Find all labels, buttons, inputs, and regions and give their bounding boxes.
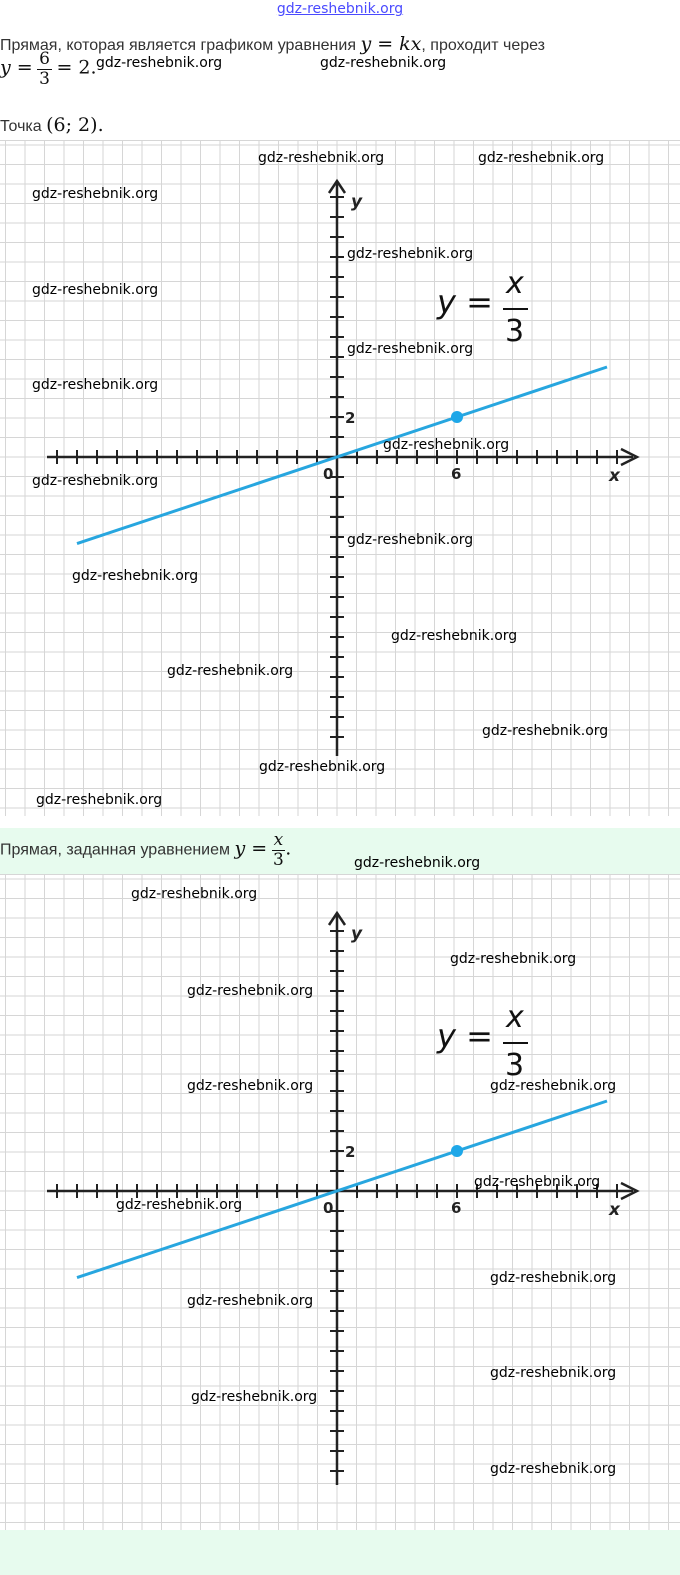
watermark-text: gdz-reshebnik.org <box>32 473 159 489</box>
equation-label: y = x 3 <box>436 1000 528 1083</box>
y-axis-label: y <box>351 924 363 944</box>
caption-2-text: Прямая, заданная уравнением <box>0 841 231 859</box>
watermark-text: gdz-reshebnik.org <box>347 341 474 357</box>
intro-text: Прямая, которая является графиком уравне… <box>0 37 356 54</box>
point-text: Точка <box>0 118 42 135</box>
watermark-text: gdz-reshebnik.org <box>32 282 159 298</box>
watermark-text: gdz-reshebnik.org <box>131 886 258 902</box>
x-axis-arrow <box>620 1181 640 1201</box>
calc-rhs: = 2 <box>56 56 91 79</box>
watermark-text: gdz-reshebnik.org <box>116 1197 243 1213</box>
x-tick-label: 6 <box>451 1199 461 1217</box>
watermark-text: gdz-reshebnik.org <box>474 1174 601 1190</box>
equation-lhs: y = <box>436 1017 493 1055</box>
y-axis-label: y <box>351 192 363 212</box>
calc-end: . <box>90 56 97 79</box>
caption-2-end: . <box>285 837 292 860</box>
highlight-point <box>451 411 463 423</box>
point-coords: (6; 2) <box>46 114 98 136</box>
watermark-text: gdz-reshebnik.org <box>347 246 474 262</box>
y-tick-label: 2 <box>345 409 355 427</box>
watermark-text: gdz-reshebnik.org <box>354 855 481 871</box>
watermark-text: gdz-reshebnik.org <box>187 1293 314 1309</box>
caption-2-lhs: y = <box>234 837 268 860</box>
watermark-text: gdz-reshebnik.org <box>167 663 294 679</box>
watermark-text: gdz-reshebnik.org <box>72 568 199 584</box>
origin-label: 0 <box>323 1199 333 1217</box>
graph-2-panel: 0 6 2 x y y = x 3 <box>0 874 680 1531</box>
watermark-text: gdz-reshebnik.org <box>347 532 474 548</box>
watermark-text: gdz-reshebnik.org <box>187 983 314 999</box>
watermark-text: gdz-reshebnik.org <box>191 1389 318 1405</box>
equation-numerator: x <box>505 266 524 301</box>
watermark-text: gdz-reshebnik.org <box>259 759 386 775</box>
point-end: . <box>97 114 104 136</box>
y-tick-label: 2 <box>345 1143 355 1161</box>
watermark-text: gdz-reshebnik.org <box>490 1365 617 1381</box>
y-axis-arrow <box>327 178 347 194</box>
intro-paragraph: Прямая, которая является графиком уравне… <box>0 33 545 55</box>
x-axis-arrow <box>620 447 640 467</box>
graph-1: 0 6 2 x y y = x 3 <box>0 141 680 816</box>
watermark-text: gdz-reshebnik.org <box>32 377 159 393</box>
watermark-text: gdz-reshebnik.org <box>490 1270 617 1286</box>
watermark-text: gdz-reshebnik.org <box>320 55 447 71</box>
header-watermark-link[interactable]: gdz-reshebnik.org <box>276 1 404 17</box>
watermark-text: gdz-reshebnik.org <box>490 1461 617 1477</box>
watermark-text: gdz-reshebnik.org <box>258 150 385 166</box>
watermark-text: gdz-reshebnik.org <box>482 723 609 739</box>
highlight-point <box>451 1145 463 1157</box>
graph-line <box>76 365 608 546</box>
caption-band <box>0 828 680 874</box>
watermark-text: gdz-reshebnik.org <box>383 437 510 453</box>
equation-denominator: 3 <box>505 1048 524 1083</box>
origin-label: 0 <box>323 465 333 483</box>
grid <box>0 875 680 1531</box>
graph-line <box>76 1099 608 1280</box>
watermark-text: gdz-reshebnik.org <box>96 55 223 71</box>
watermark-text: gdz-reshebnik.org <box>187 1078 314 1094</box>
x-axis-label: x <box>608 466 621 486</box>
watermark-text: gdz-reshebnik.org <box>478 150 605 166</box>
equation-numerator: x <box>505 1000 524 1035</box>
graph-1-panel: 0 6 2 x y y = x 3 <box>0 140 680 816</box>
calc-lhs: y = <box>0 56 33 79</box>
y-axis-arrow <box>327 910 347 926</box>
intro-text-after: , проходит через <box>421 37 546 54</box>
x-tick-label: 6 <box>451 465 461 483</box>
watermark-text: gdz-reshebnik.org <box>490 1078 617 1094</box>
watermark-text: gdz-reshebnik.org <box>391 628 518 644</box>
graph-2: 0 6 2 x y y = x 3 <box>0 875 680 1531</box>
equation-lhs: y = <box>436 283 493 321</box>
equation-label: y = x 3 <box>436 266 528 349</box>
watermark-text: gdz-reshebnik.org <box>450 951 577 967</box>
x-axis-label: x <box>608 1200 621 1220</box>
bottom-band <box>0 1530 680 1575</box>
watermark-text: gdz-reshebnik.org <box>36 792 163 808</box>
equation-ykx: y = kx <box>360 33 422 55</box>
watermark-text: gdz-reshebnik.org <box>32 186 159 202</box>
point-line: Точка (6; 2). <box>0 114 104 136</box>
equation-denominator: 3 <box>505 314 524 349</box>
